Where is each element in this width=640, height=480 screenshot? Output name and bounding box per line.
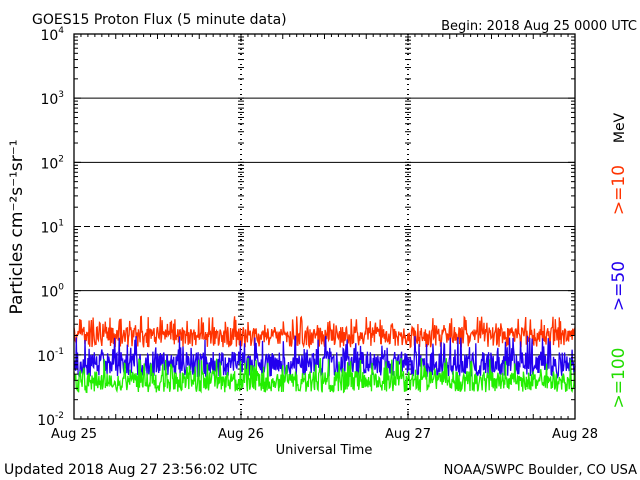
y-tick-label: 100	[40, 283, 64, 301]
credit-label: NOAA/SWPC Boulder, CO USA	[444, 463, 637, 478]
y-tick-label: 101	[40, 219, 64, 237]
plot-frame	[73, 33, 576, 420]
legend-ge50: >=50	[609, 261, 629, 311]
y-tick-label: 103	[40, 90, 64, 108]
x-tick-label: Aug 25	[51, 427, 97, 442]
y-ticks: 10-2 10-1 100 101 102 103 104	[37, 26, 575, 429]
y-axis-label: Particles cm⁻²s⁻¹sr⁻¹	[7, 139, 27, 314]
x-axis-label: Universal Time	[276, 443, 373, 458]
x-tick-label: Aug 27	[385, 427, 431, 442]
legend-unit-mev: MeV	[612, 112, 628, 143]
series-line-ge100	[73, 357, 576, 394]
begin-time-label: Begin: 2018 Aug 25 0000 UTC	[441, 19, 637, 34]
chart-title: GOES15 Proton Flux (5 minute data)	[32, 12, 287, 28]
series-lines	[73, 315, 576, 394]
legend-ge100: >=100	[609, 348, 629, 409]
x-tick-label: Aug 26	[218, 427, 264, 442]
y-tick-label: 10-2	[37, 411, 64, 429]
y-tick-label: 10-1	[37, 347, 64, 365]
legend-ge10: >=10	[609, 165, 629, 215]
y-tick-label: 104	[40, 26, 64, 44]
series-line-ge50	[73, 335, 576, 379]
updated-timestamp: Updated 2018 Aug 27 23:56:02 UTC	[4, 462, 257, 478]
x-tick-label: Aug 28	[552, 427, 598, 442]
y-tick-label: 102	[40, 154, 64, 172]
grid	[74, 34, 575, 420]
x-ticks: Aug 25 Aug 26 Aug 27 Aug 28	[51, 34, 598, 442]
